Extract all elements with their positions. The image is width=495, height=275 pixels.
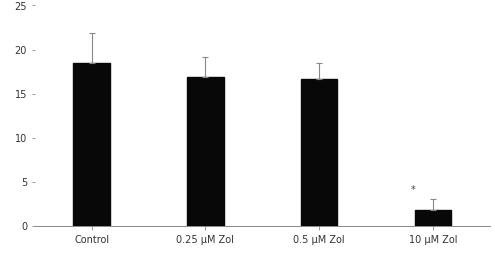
Bar xyxy=(301,79,338,226)
Bar xyxy=(73,63,110,226)
Bar xyxy=(187,77,224,226)
Bar xyxy=(415,210,451,226)
Text: *: * xyxy=(411,185,415,195)
